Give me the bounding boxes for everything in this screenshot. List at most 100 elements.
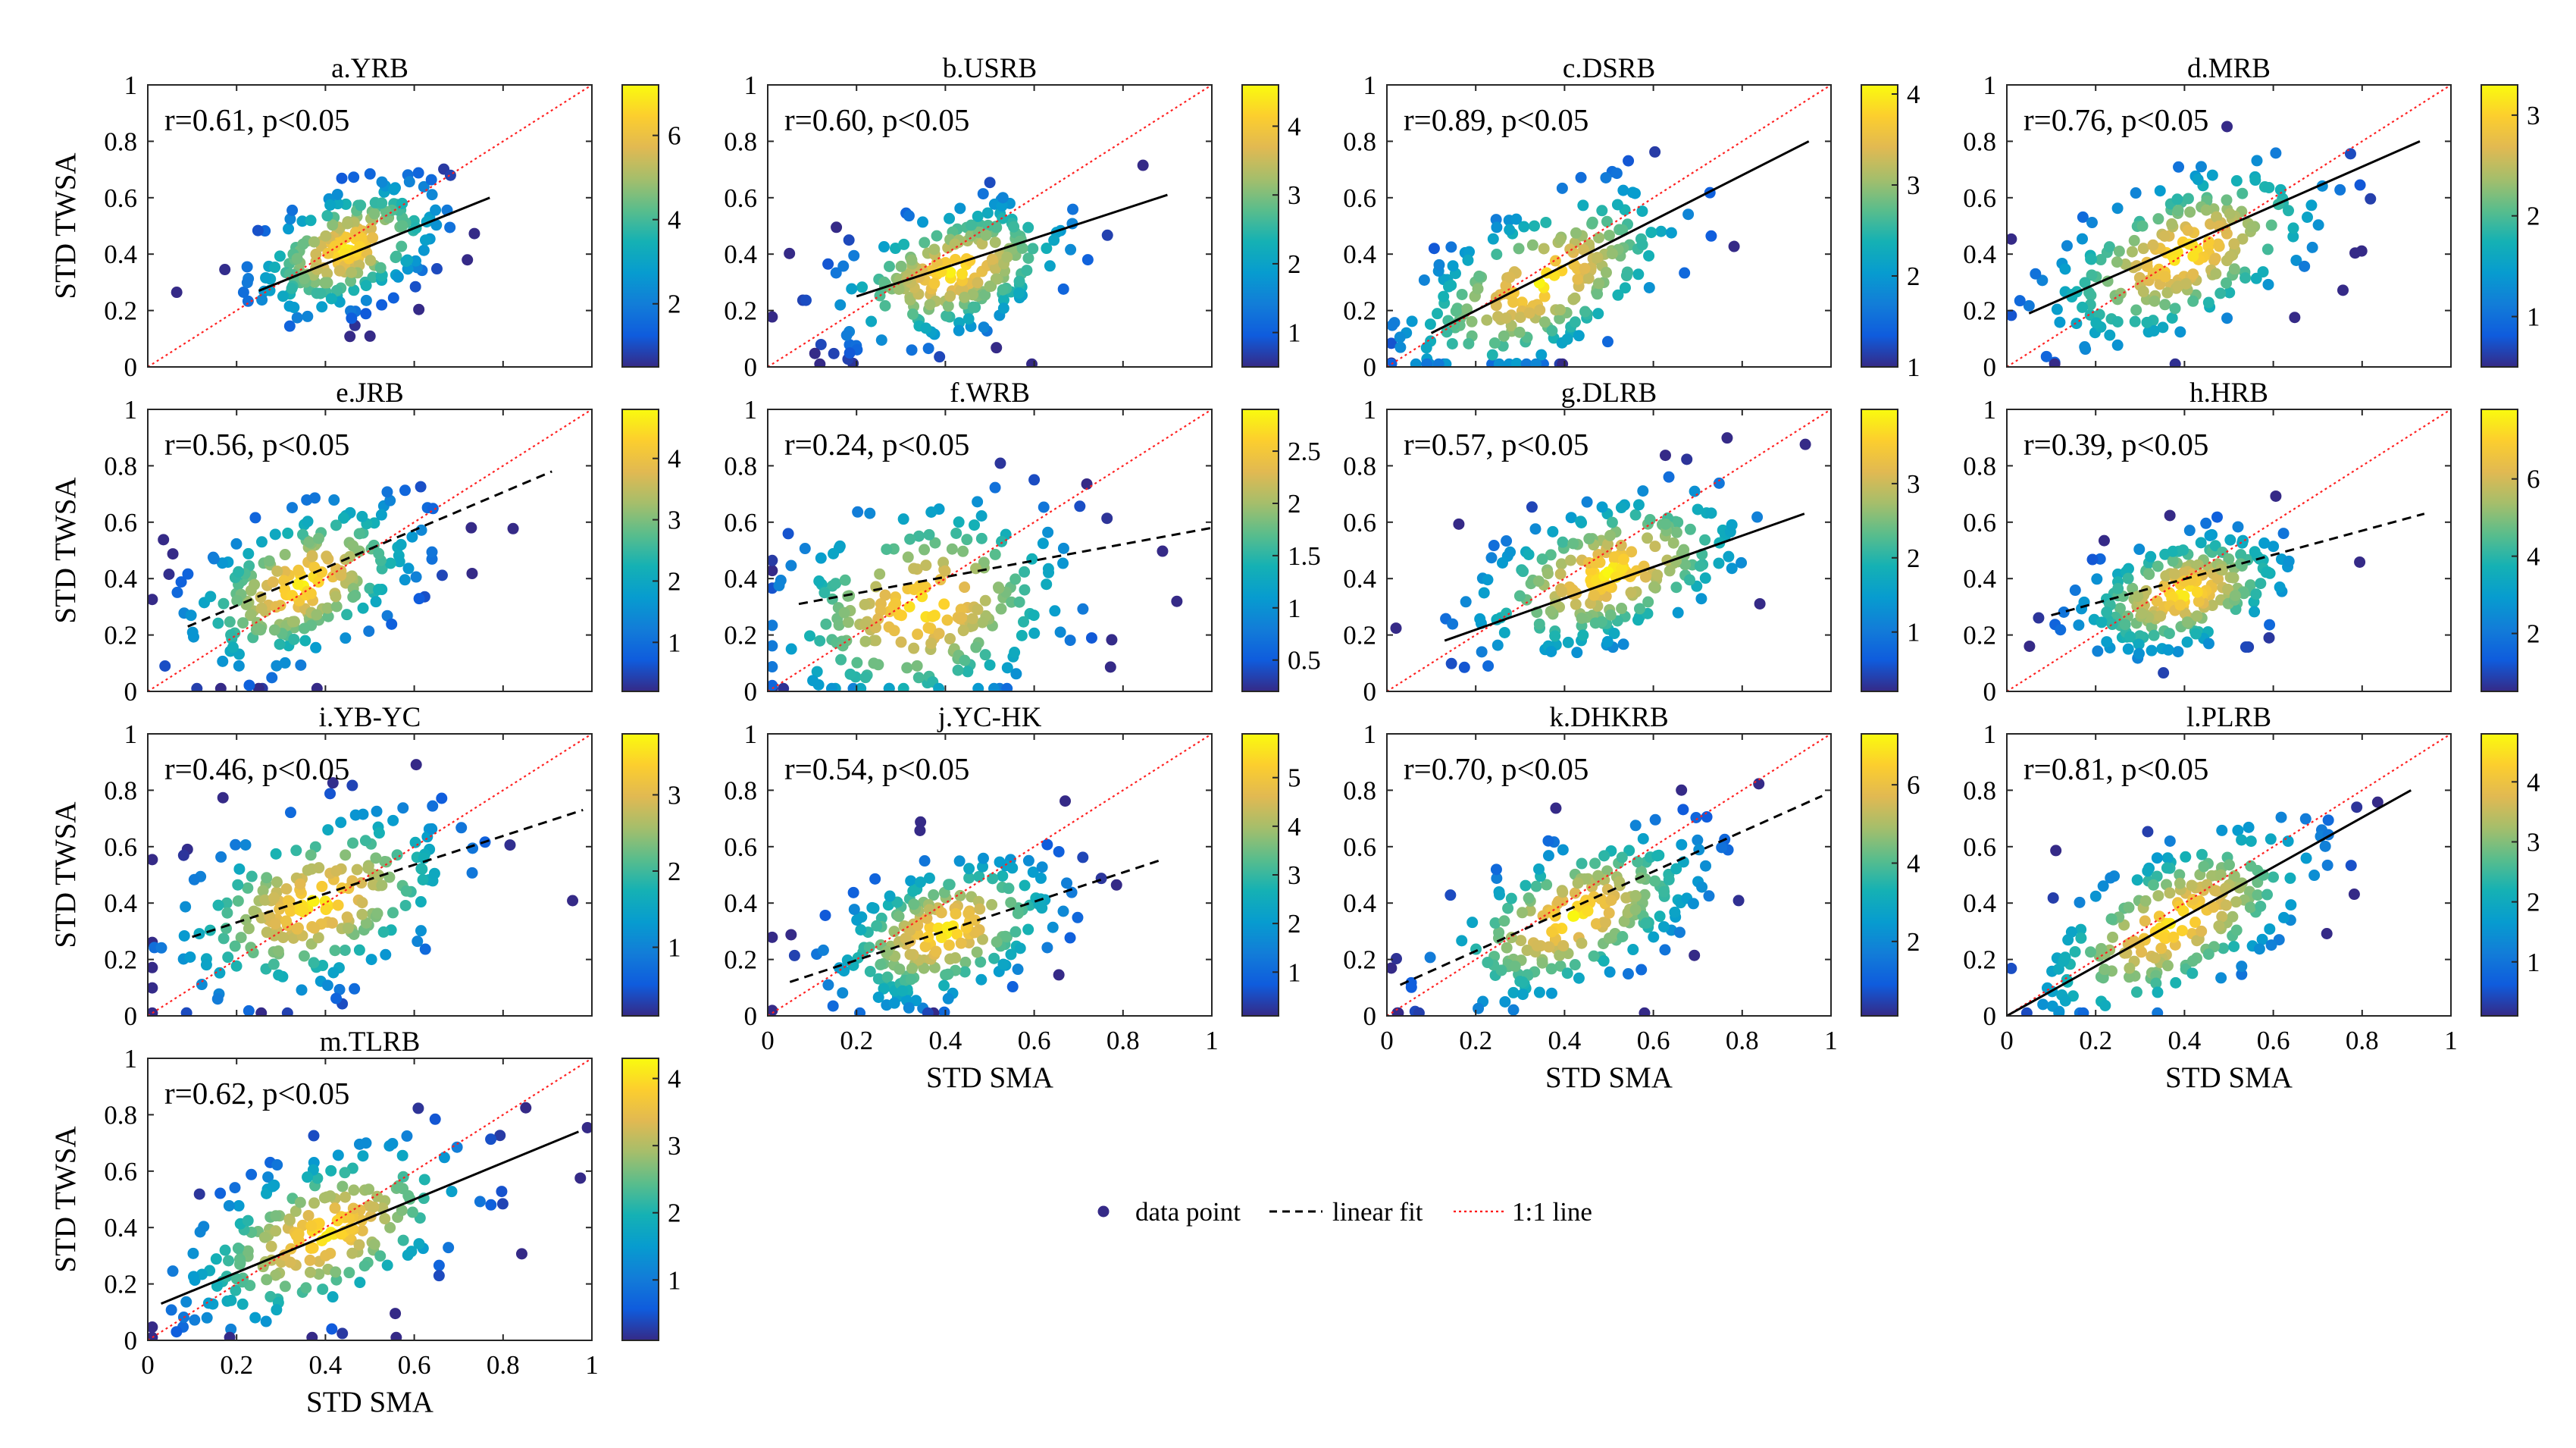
- y-tick-label: 0.2: [1963, 621, 1996, 650]
- data-point: [984, 177, 996, 189]
- data-point: [908, 898, 920, 910]
- data-point: [2183, 525, 2196, 537]
- data-point: [321, 268, 333, 280]
- data-point: [291, 312, 303, 324]
- data-point: [1546, 926, 1558, 938]
- legend-label: data point: [1135, 1197, 1241, 1227]
- data-point: [1651, 569, 1664, 581]
- data-point: [413, 303, 425, 315]
- data-point: [2337, 284, 2349, 296]
- x-tick-label: 0.4: [1548, 1026, 1582, 1055]
- data-point: [1424, 318, 1436, 331]
- data-point: [1632, 268, 1645, 281]
- scatter-points: [768, 159, 1149, 367]
- y-tick-label: 0.2: [1343, 296, 1376, 326]
- data-point: [2238, 588, 2250, 600]
- data-point: [1561, 967, 1573, 979]
- data-point: [443, 1242, 455, 1254]
- data-point: [280, 915, 293, 927]
- data-point: [1500, 312, 1512, 324]
- data-point: [330, 1266, 342, 1278]
- scatter-points: [768, 795, 1122, 1016]
- data-point: [214, 682, 227, 691]
- data-point: [946, 543, 958, 555]
- y-tick-label: 0.4: [724, 240, 757, 269]
- data-point: [1732, 895, 1745, 907]
- data-point: [2250, 588, 2262, 600]
- data-point: [409, 281, 421, 293]
- colorbar: [621, 733, 659, 1017]
- x-tick-label: 0.8: [487, 1350, 520, 1380]
- data-point: [322, 824, 334, 836]
- data-point: [1692, 503, 1704, 516]
- colorbar-tick-label: 4: [2527, 767, 2540, 797]
- data-point: [1577, 199, 1589, 212]
- colorbar-tick-label: 5: [1288, 763, 1301, 793]
- data-point: [1137, 159, 1149, 171]
- data-point: [2181, 636, 2193, 648]
- data-point: [367, 879, 379, 891]
- x-tick-label: 0: [2000, 1026, 2014, 1055]
- data-point: [1013, 596, 1025, 608]
- data-point: [914, 824, 926, 836]
- colorbar-tick-label: 2: [668, 566, 681, 596]
- data-point: [243, 923, 255, 935]
- data-point: [785, 559, 797, 572]
- data-point: [2228, 940, 2240, 952]
- data-point: [246, 1168, 258, 1180]
- data-point: [2289, 312, 2301, 324]
- data-point: [1421, 358, 1433, 367]
- data-point: [969, 519, 981, 531]
- data-point: [313, 862, 325, 874]
- data-point: [346, 266, 358, 278]
- data-point: [220, 923, 232, 935]
- data-point: [413, 1238, 425, 1250]
- data-point: [426, 546, 438, 558]
- data-point: [905, 973, 917, 986]
- data-point: [355, 199, 367, 212]
- data-point: [2187, 295, 2199, 307]
- data-point: [972, 277, 984, 289]
- data-point: [182, 568, 194, 580]
- data-point: [997, 192, 1009, 204]
- data-point: [1575, 516, 1587, 528]
- data-point: [887, 600, 900, 612]
- data-point: [2184, 206, 2196, 218]
- y-tick-label: 1: [124, 71, 138, 100]
- data-point: [246, 870, 258, 882]
- data-point: [310, 248, 322, 260]
- data-point: [208, 553, 220, 565]
- data-point: [306, 1331, 318, 1340]
- data-point: [331, 188, 343, 200]
- data-point: [1665, 227, 1677, 239]
- data-point: [875, 334, 887, 346]
- data-point: [905, 875, 917, 887]
- data-point: [2321, 859, 2333, 871]
- data-point: [1561, 333, 1573, 345]
- data-point: [2007, 233, 2017, 245]
- data-point: [919, 544, 931, 556]
- data-point: [581, 1121, 592, 1133]
- data-point: [396, 197, 408, 209]
- data-point: [330, 992, 343, 1005]
- data-point: [863, 942, 875, 954]
- data-point: [2155, 610, 2167, 622]
- data-point: [321, 550, 333, 563]
- data-point: [1513, 326, 1526, 338]
- data-point: [2147, 239, 2159, 251]
- data-point: [261, 1274, 273, 1286]
- axes-box: [147, 84, 593, 368]
- data-point: [1679, 267, 1691, 279]
- data-point: [215, 851, 227, 863]
- data-point: [349, 809, 362, 821]
- linear-fit-line: [192, 809, 584, 939]
- data-point: [2230, 896, 2242, 908]
- data-point: [919, 237, 931, 249]
- y-tick-label: 0.8: [104, 451, 137, 481]
- data-point: [784, 247, 796, 259]
- data-point: [295, 659, 307, 671]
- data-point: [1676, 784, 1688, 796]
- data-point: [2201, 879, 2213, 891]
- data-point: [155, 942, 167, 954]
